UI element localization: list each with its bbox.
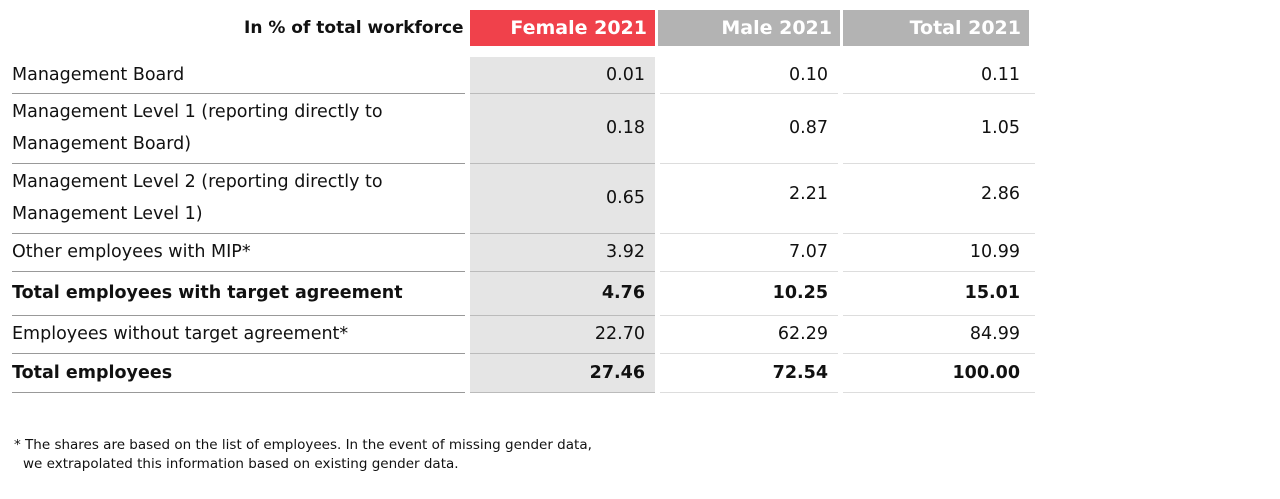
cell-value: 10.25 (772, 283, 828, 303)
table-title: In % of total workforce (244, 18, 464, 38)
row-divider (12, 93, 465, 94)
footnote: we extrapolated this information based o… (23, 456, 459, 472)
row-divider (660, 93, 838, 94)
row-divider (843, 353, 1035, 354)
row-divider (12, 392, 465, 393)
cell-value: 27.46 (589, 362, 645, 383)
row-divider (470, 392, 655, 393)
cell-value: 7.07 (789, 242, 828, 262)
row-divider (470, 93, 655, 94)
cell-value: 2.86 (981, 184, 1020, 204)
row-divider (470, 271, 655, 272)
row-divider (12, 353, 465, 354)
cell-value: 0.87 (789, 118, 828, 138)
cell-value: 10.99 (969, 242, 1020, 262)
row-divider (843, 93, 1035, 94)
cell-value: 22.70 (594, 324, 645, 344)
cell-value: 2.21 (789, 184, 828, 204)
cell-value: 72.54 (772, 362, 828, 383)
cell-value: 100.00 (952, 362, 1020, 383)
row-divider (843, 392, 1035, 393)
cell-value: 4.76 (601, 283, 645, 303)
row-label: Other employees with MIP* (12, 242, 251, 262)
row-divider (660, 163, 838, 164)
row-divider (470, 315, 655, 316)
footnote: * The shares are based on the list of em… (14, 437, 592, 453)
column-header: Female 2021 (470, 10, 655, 46)
row-label: Total employees (12, 362, 173, 383)
cell-value: 0.18 (606, 118, 645, 138)
row-divider (470, 163, 655, 164)
cell-value: 15.01 (964, 283, 1020, 303)
column-header: Male 2021 (658, 10, 840, 46)
cell-value: 0.65 (606, 188, 645, 208)
row-divider (843, 163, 1035, 164)
row-divider (843, 271, 1035, 272)
row-divider (12, 315, 465, 316)
row-divider (12, 271, 465, 272)
female-column-bg (470, 57, 655, 392)
row-label: Management Level 1 (reporting directly t… (12, 102, 383, 154)
cell-value: 62.29 (777, 324, 828, 344)
cell-value: 0.11 (981, 65, 1020, 85)
row-divider (660, 315, 838, 316)
cell-value: 1.05 (981, 118, 1020, 138)
cell-value: 3.92 (606, 242, 645, 262)
row-divider (470, 233, 655, 234)
cell-value: 84.99 (969, 324, 1020, 344)
row-divider (660, 271, 838, 272)
row-label: Employees without target agreement* (12, 324, 349, 344)
row-divider (660, 392, 838, 393)
row-divider (12, 163, 465, 164)
cell-value: 0.01 (606, 65, 645, 85)
row-divider (660, 353, 838, 354)
row-divider (12, 233, 465, 234)
column-header: Total 2021 (843, 10, 1029, 46)
row-divider (470, 353, 655, 354)
row-label: Total employees with target agreement (12, 283, 403, 303)
row-divider (843, 315, 1035, 316)
cell-value: 0.10 (789, 65, 828, 85)
row-label: Management Board (12, 65, 185, 85)
row-divider (660, 233, 838, 234)
row-divider (843, 233, 1035, 234)
row-label: Management Level 2 (reporting directly t… (12, 172, 383, 224)
